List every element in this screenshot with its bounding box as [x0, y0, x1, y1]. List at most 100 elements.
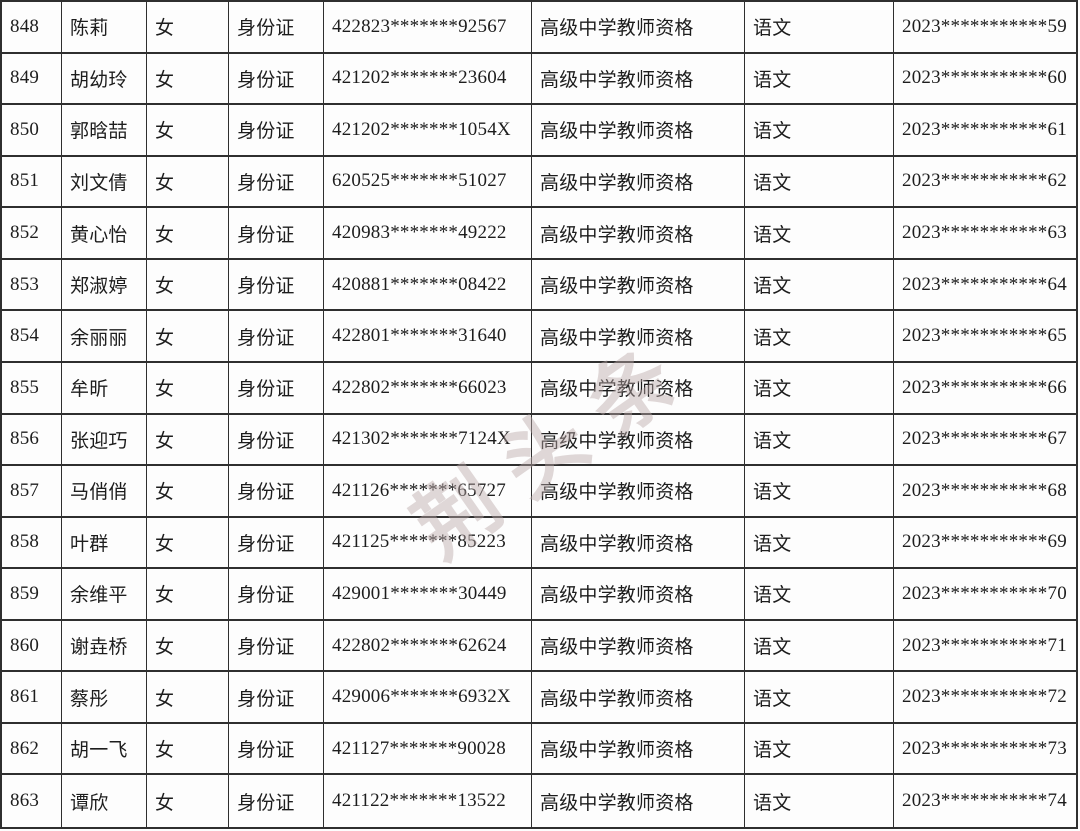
cell-qualification: 高级中学教师资格	[532, 775, 745, 827]
cell-id-number: 421126*******65727	[324, 466, 532, 518]
cell-id-number: 422802*******62624	[324, 620, 532, 673]
cell-index: 853	[2, 259, 62, 312]
cell-id-type: 身份证	[229, 105, 324, 157]
cell-qualification: 高级中学教师资格	[532, 105, 745, 157]
cell-gender: 女	[147, 156, 229, 209]
cell-id-type: 身份证	[229, 156, 324, 209]
cell-index: 852	[2, 208, 62, 260]
cell-certificate-no: 2023***********67	[894, 415, 1076, 467]
cell-name: 谢垚桥	[62, 620, 147, 673]
cell-certificate-no: 2023***********62	[894, 157, 1076, 209]
cell-id-number: 620525*******51027	[324, 156, 532, 209]
cell-id-number: 421127*******90028	[324, 723, 532, 776]
cell-name: 刘文倩	[62, 156, 147, 209]
cell-id-type: 身份证	[229, 2, 324, 54]
cell-certificate-no: 2023***********65	[894, 311, 1076, 363]
cell-subject: 语文	[745, 2, 894, 54]
cell-subject: 语文	[745, 672, 894, 724]
cell-qualification: 高级中学教师资格	[532, 156, 745, 209]
cell-qualification: 高级中学教师资格	[532, 466, 745, 518]
cell-subject: 语文	[745, 259, 894, 312]
cell-certificate-no: 2023***********73	[894, 724, 1076, 776]
cell-qualification: 高级中学教师资格	[532, 362, 745, 415]
cell-qualification: 高级中学教师资格	[532, 517, 745, 570]
cell-id-number: 421202*******1054X	[324, 105, 532, 157]
cell-certificate-no: 2023***********69	[894, 518, 1076, 570]
cell-name: 陈莉	[62, 2, 147, 54]
cell-subject: 语文	[745, 775, 894, 827]
cell-id-type: 身份证	[229, 775, 324, 827]
cell-gender: 女	[147, 2, 229, 54]
cell-id-type: 身份证	[229, 723, 324, 776]
cell-index: 857	[2, 466, 62, 518]
cell-gender: 女	[147, 723, 229, 776]
cell-name: 胡一飞	[62, 723, 147, 776]
cell-gender: 女	[147, 414, 229, 467]
cell-certificate-no: 2023***********71	[894, 621, 1076, 673]
cell-id-type: 身份证	[229, 311, 324, 363]
cell-name: 郑淑婷	[62, 259, 147, 312]
cell-subject: 语文	[745, 517, 894, 570]
cell-id-number: 422802*******66023	[324, 362, 532, 415]
cell-name: 牟昕	[62, 362, 147, 415]
cell-qualification: 高级中学教师资格	[532, 53, 745, 106]
cell-qualification: 高级中学教师资格	[532, 311, 745, 363]
cell-id-number: 421122*******13522	[324, 775, 532, 827]
cell-gender: 女	[147, 362, 229, 415]
cell-id-number: 420881*******08422	[324, 259, 532, 312]
cell-index: 863	[2, 775, 62, 827]
cell-subject: 语文	[745, 723, 894, 776]
cell-index: 851	[2, 156, 62, 209]
cell-id-number: 429001*******30449	[324, 569, 532, 621]
cell-index: 859	[2, 569, 62, 621]
cell-certificate-no: 2023***********60	[894, 54, 1076, 106]
cell-id-number: 420983*******49222	[324, 208, 532, 260]
cell-subject: 语文	[745, 362, 894, 415]
cell-id-type: 身份证	[229, 208, 324, 260]
cell-subject: 语文	[745, 156, 894, 209]
cell-gender: 女	[147, 259, 229, 312]
cell-gender: 女	[147, 672, 229, 724]
cell-gender: 女	[147, 105, 229, 157]
cell-qualification: 高级中学教师资格	[532, 259, 745, 312]
cell-certificate-no: 2023***********70	[894, 569, 1076, 621]
cell-subject: 语文	[745, 53, 894, 106]
cell-name: 蔡彤	[62, 672, 147, 724]
cell-gender: 女	[147, 466, 229, 518]
cell-qualification: 高级中学教师资格	[532, 723, 745, 776]
cell-subject: 语文	[745, 569, 894, 621]
cell-name: 谭欣	[62, 775, 147, 827]
cell-name: 张迎巧	[62, 414, 147, 467]
cell-id-number: 422823*******92567	[324, 2, 532, 54]
cell-index: 855	[2, 362, 62, 415]
cell-index: 856	[2, 414, 62, 467]
cell-id-number: 421125*******85223	[324, 517, 532, 570]
cell-gender: 女	[147, 311, 229, 363]
cell-gender: 女	[147, 517, 229, 570]
cell-id-type: 身份证	[229, 466, 324, 518]
cell-id-type: 身份证	[229, 414, 324, 467]
cell-id-type: 身份证	[229, 362, 324, 415]
cell-subject: 语文	[745, 311, 894, 363]
cell-index: 850	[2, 105, 62, 157]
cell-name: 马俏俏	[62, 466, 147, 518]
cell-index: 861	[2, 672, 62, 724]
cell-id-number: 429006*******6932X	[324, 672, 532, 724]
cell-subject: 语文	[745, 466, 894, 518]
cell-qualification: 高级中学教师资格	[532, 672, 745, 724]
cell-certificate-no: 2023***********72	[894, 672, 1076, 724]
cell-id-type: 身份证	[229, 569, 324, 621]
cell-subject: 语文	[745, 414, 894, 467]
cell-qualification: 高级中学教师资格	[532, 414, 745, 467]
cell-id-number: 421202*******23604	[324, 53, 532, 106]
cell-id-type: 身份证	[229, 53, 324, 106]
cell-gender: 女	[147, 569, 229, 621]
cell-index: 860	[2, 620, 62, 673]
cell-certificate-no: 2023***********68	[894, 466, 1076, 518]
cell-index: 854	[2, 311, 62, 363]
cell-qualification: 高级中学教师资格	[532, 620, 745, 673]
cell-certificate-no: 2023***********61	[894, 105, 1076, 157]
cell-index: 849	[2, 53, 62, 106]
